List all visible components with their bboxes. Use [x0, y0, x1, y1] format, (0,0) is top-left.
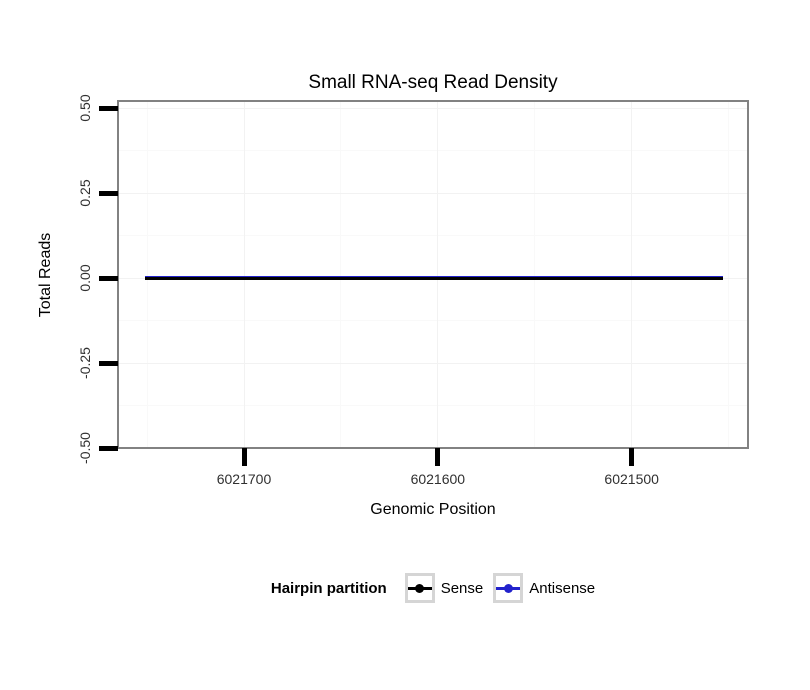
y-tick-mark: [99, 275, 118, 281]
y-major-gridline: [118, 192, 748, 194]
y-minor-gridline: [118, 235, 748, 236]
x-minor-gridline: [340, 101, 342, 448]
y-tick-mark: [99, 105, 118, 111]
chart-title: Small RNA-seq Read Density: [308, 72, 558, 93]
x-tick-label: 6021600: [410, 471, 466, 487]
legend-item-label: Antisense: [529, 579, 596, 597]
x-minor-gridline: [728, 101, 730, 448]
x-minor-gridline: [146, 101, 148, 448]
y-tick-label: -0.25: [77, 347, 93, 379]
y-minor-gridline: [118, 150, 748, 151]
x-tick-mark: [629, 448, 635, 466]
y-tick-label: 0.50: [77, 94, 93, 122]
x-axis-title: Genomic Position: [370, 501, 496, 518]
x-major-gridline: [437, 101, 439, 448]
y-tick-mark: [99, 360, 118, 366]
legend-item-sense: Sense: [404, 573, 484, 603]
legend-key-sense: [404, 573, 435, 603]
y-tick-mark: [99, 445, 118, 451]
legend: Hairpin partition Sense Antisense: [118, 570, 748, 606]
series-line-sense: [145, 277, 723, 280]
y-tick-mark: [99, 190, 118, 196]
x-tick-mark: [435, 448, 441, 466]
x-tick-label: 6021500: [604, 471, 659, 487]
x-tick-label: 6021700: [216, 471, 272, 487]
legend-key-dot-icon: [415, 583, 425, 593]
y-tick-label: 0.25: [77, 179, 93, 207]
legend-key-dot-icon: [503, 583, 513, 593]
x-tick-mark: [241, 448, 247, 466]
y-axis-title: Total Reads: [37, 232, 54, 318]
x-major-gridline: [243, 101, 245, 448]
legend-item-label: Sense: [440, 579, 484, 597]
plot-panel: [118, 101, 748, 448]
y-major-gridline: [118, 107, 748, 109]
y-major-gridline: [118, 362, 748, 364]
legend-title: Hairpin partition: [270, 579, 387, 597]
y-major-gridline: [118, 447, 748, 448]
y-minor-gridline: [118, 405, 748, 406]
legend-items: Sense Antisense: [404, 573, 595, 603]
x-major-gridline: [631, 101, 633, 448]
y-minor-gridline: [118, 320, 748, 321]
legend-item-antisense: Antisense: [493, 573, 595, 603]
y-tick-label: -0.50: [77, 432, 93, 464]
legend-key-antisense: [493, 573, 524, 603]
x-minor-gridline: [534, 101, 536, 448]
y-tick-label: 0.00: [77, 264, 93, 292]
